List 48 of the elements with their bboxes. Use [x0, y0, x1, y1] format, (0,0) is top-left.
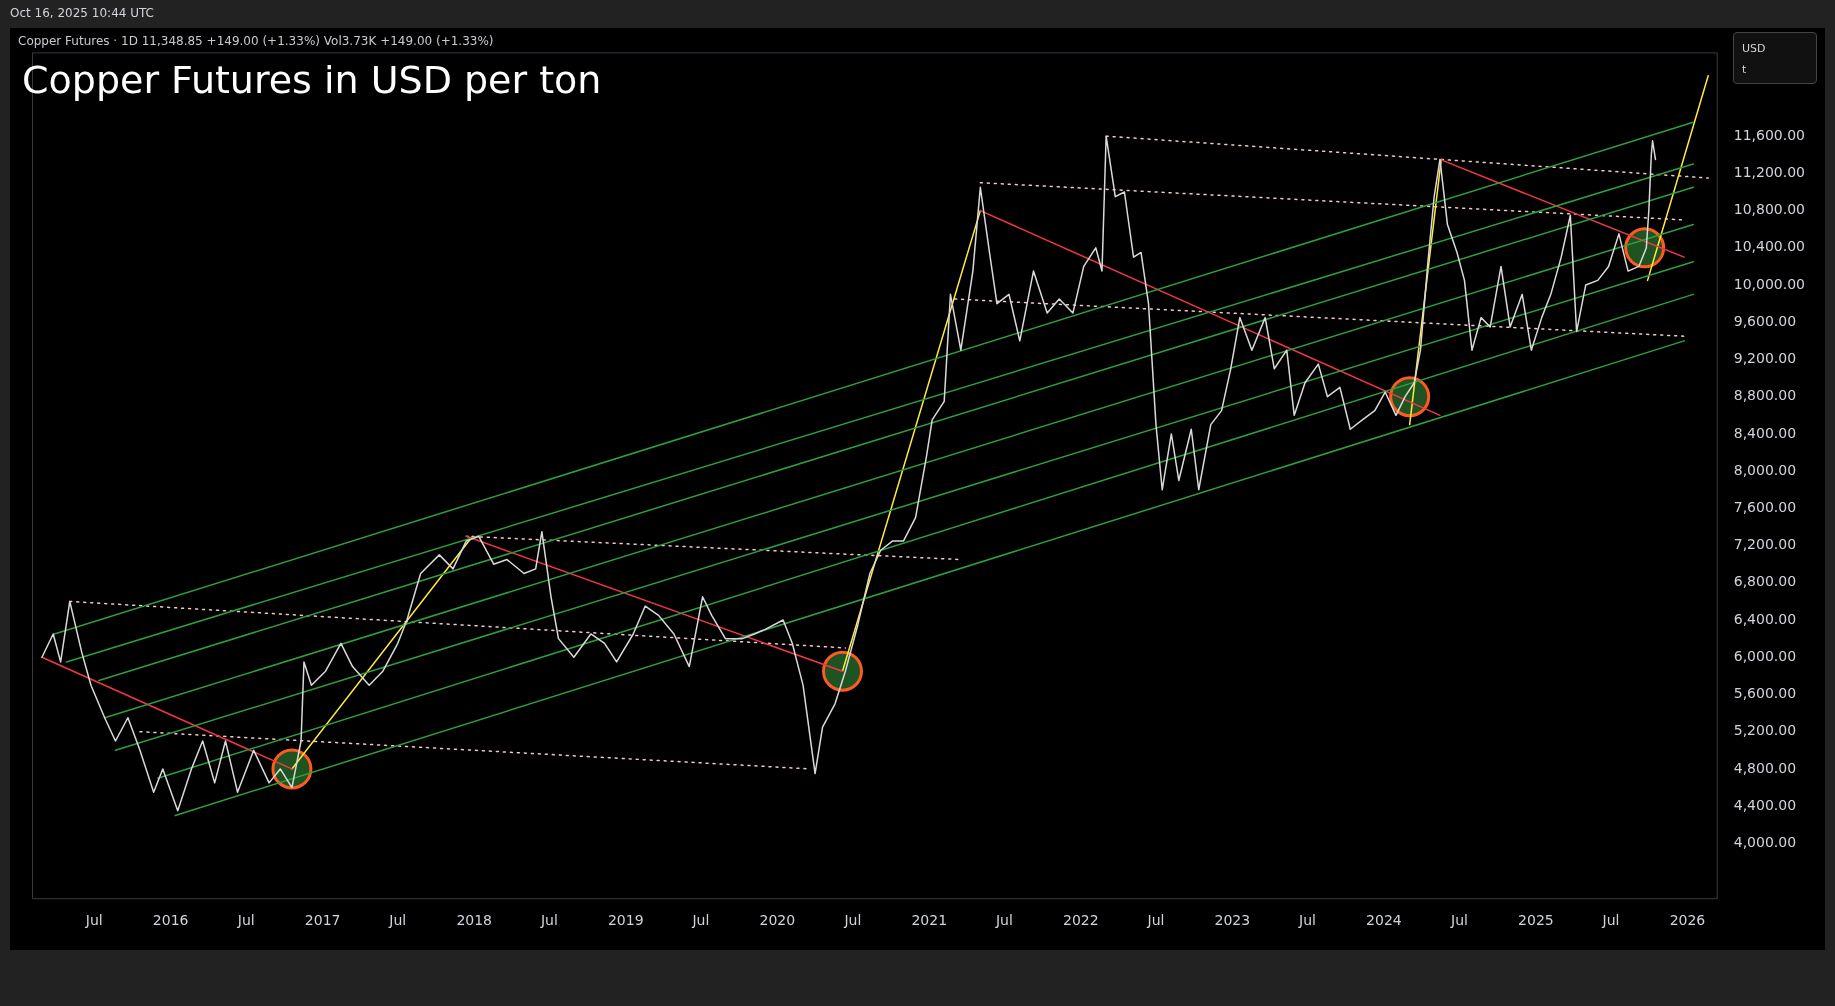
text: t	[1742, 62, 1748, 78]
x-tick-label: 2016	[152, 912, 189, 929]
y-tick-label: 8,000.00	[1733, 461, 1797, 478]
y-tick-label: 11,600.00	[1733, 126, 1806, 143]
y-tick-label: 11,200.00	[1733, 164, 1806, 181]
x-tick-label: Jul	[843, 912, 862, 929]
x-tick-label: Jul	[388, 912, 407, 929]
y-tick-label: 7,200.00	[1733, 536, 1797, 553]
text: Oct 16, 2025 10:44 UTC	[10, 6, 154, 20]
x-tick-label: 2024	[1366, 912, 1402, 929]
y-tick-label: 6,800.00	[1733, 573, 1797, 590]
x-tick-label: 2018	[456, 912, 493, 929]
text: USD	[1742, 41, 1767, 57]
y-tick-label: 9,200.00	[1733, 350, 1797, 367]
x-tick-label: 2020	[759, 912, 796, 929]
x-tick-label: Jul	[1601, 912, 1620, 929]
chart-title: Copper Futures in USD per ton	[22, 58, 602, 102]
y-tick-label: 4,000.00	[1733, 834, 1797, 851]
y-tick-label: 4,400.00	[1733, 796, 1797, 813]
y-tick-label: 5,600.00	[1733, 685, 1797, 702]
x-tick-label: Jul	[1146, 912, 1165, 929]
x-tick-label: 2019	[607, 912, 644, 929]
y-tick-label: 8,400.00	[1733, 424, 1797, 441]
x-tick-label: 2017	[304, 912, 341, 929]
x-tick-label: 2025	[1518, 912, 1554, 929]
y-tick-label: 9,600.00	[1733, 312, 1797, 329]
y-tick-label: 10,000.00	[1733, 275, 1806, 292]
chart-subtitle: Copper Futures · 1D 11,348.85 +149.00 (+1.33%) Vol3.73K +149.00 (+1.33%)	[18, 34, 494, 48]
x-tick-label: Jul	[1298, 912, 1316, 929]
y-tick-label: 8,800.00	[1733, 387, 1797, 404]
y-tick-label: 10,400.00	[1733, 238, 1806, 255]
point	[821, 650, 863, 692]
x-tick-label: Jul	[691, 912, 710, 929]
y-tick-label: 10,800.00	[1733, 201, 1806, 218]
x-tick-label: Jul	[994, 912, 1013, 929]
x-tick-label: Jul	[84, 912, 103, 929]
x-tick-label: Jul	[236, 912, 255, 929]
y-tick-label: 4,800.00	[1733, 759, 1797, 776]
y-tick-label: 6,000.00	[1733, 647, 1797, 664]
x-tick-label: 2021	[911, 912, 948, 929]
y-tick-label: 5,200.00	[1733, 722, 1797, 739]
x-tick-label: 2023	[1214, 912, 1251, 929]
x-tick-label: Jul	[539, 912, 558, 929]
y-tick-label: 7,600.00	[1733, 499, 1797, 516]
y-tick-label: 6,400.00	[1733, 610, 1797, 627]
x-tick-label: 2026	[1669, 912, 1706, 929]
x-tick-label: Jul	[1450, 912, 1468, 929]
x-tick-label: 2022	[1063, 912, 1099, 929]
